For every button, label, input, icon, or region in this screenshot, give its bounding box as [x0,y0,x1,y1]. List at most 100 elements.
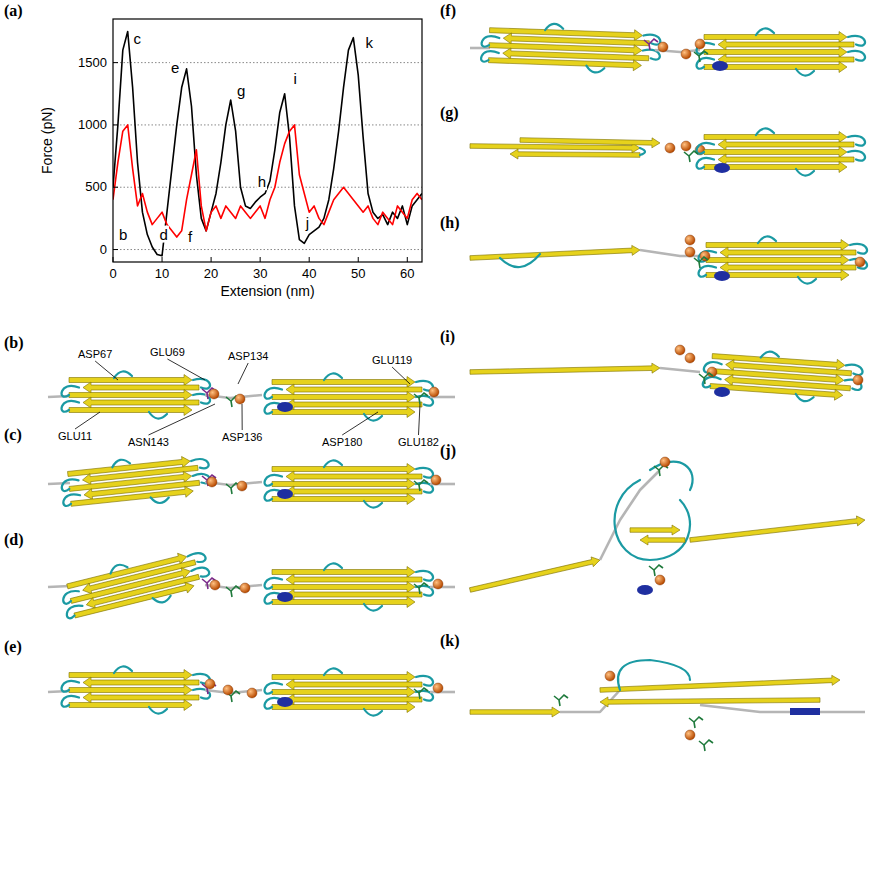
leader-line [167,359,205,380]
stretched-strand [510,149,640,160]
beta-strand [286,694,422,705]
loop [193,379,210,389]
loop [796,169,814,176]
calcium-ion [685,353,695,363]
beta-strand [720,262,856,273]
y-tick-label: 0 [100,242,107,257]
loop [586,66,604,73]
loop [62,696,79,707]
calcium-ion [240,583,250,593]
annotation-patch [236,82,246,99]
calcium-ion [685,247,695,257]
loop [265,683,282,694]
loop [758,236,776,243]
panel-label: (k) [440,632,460,650]
calcium-ion [237,481,247,491]
annotation-text: j [305,214,309,231]
helix [277,697,293,707]
residue-label: ASP136 [222,431,262,443]
beta-strand [73,580,195,620]
leader-line [418,404,420,435]
stretched-strand [470,245,640,263]
calcium-ion [695,39,705,49]
domain [265,373,433,420]
loop [845,364,863,375]
beta-strand [704,162,847,173]
helix [277,402,293,412]
tangled-domain [615,462,693,560]
x-tick [407,257,408,262]
loop [640,148,645,155]
beta-strand [470,363,660,377]
beta-strand [286,679,422,690]
calcium-ion [665,143,675,153]
residue-label: ASP67 [78,348,112,360]
calcium-ion [685,235,695,245]
loop [265,475,282,486]
beta-strand [689,515,865,545]
beta-strand [83,397,199,408]
loop [416,676,433,686]
loop [114,371,132,378]
beta-strand [69,685,192,696]
loop [151,496,170,504]
coil [660,368,700,372]
beta-strand [640,535,685,545]
side-chain [414,393,428,404]
panel-label: (e) [4,638,22,656]
annotation: g [236,82,246,99]
panel-label: (i) [440,328,455,346]
calcium-ion [658,42,668,52]
beta-strand [286,399,422,410]
plot-frame [113,19,422,262]
residue-label: ASP134 [228,350,268,362]
side-chain [684,151,698,162]
series-line [113,31,422,255]
coil [48,586,70,587]
coil [600,470,660,560]
x-tick [260,257,261,262]
loop [481,51,499,62]
x-tick-label: 0 [109,266,116,281]
beta-strand [69,670,192,681]
loop [795,394,813,402]
y-tick-label: 1500 [78,55,107,70]
side-chain [649,565,663,576]
beta-strand [630,525,680,535]
calcium-ion [433,683,443,693]
y-tick [113,249,118,250]
beta-strand [710,381,843,401]
stick [414,393,428,404]
annotation: e [170,59,180,76]
loop [109,563,128,574]
residue-label: ASN143 [128,436,169,448]
beta-strand [470,707,560,717]
y-tick [113,187,118,188]
loop [187,551,206,565]
annotation-text: d [160,226,168,243]
stick [644,39,658,50]
beta-strand [470,245,640,263]
loop [112,459,131,467]
x-tick [358,257,359,262]
loop [545,24,563,31]
grid-line [113,124,422,125]
loop [482,36,500,47]
helix [714,271,730,281]
annotation: b [118,226,128,243]
beta-strand [272,407,415,418]
beta-strand [718,154,854,165]
helix [277,489,293,499]
stick [414,688,428,699]
leader-line [242,404,243,430]
panel-label: (c) [4,426,22,444]
beta-strand [510,149,640,160]
stick [414,583,428,594]
calcium-ion [655,575,665,585]
beta-strand [286,574,422,585]
x-tick-label: 20 [204,266,218,281]
annotation: f [187,228,194,245]
annotation-text: f [188,228,193,245]
y-tick [113,62,118,63]
calcium-ion [660,457,670,467]
